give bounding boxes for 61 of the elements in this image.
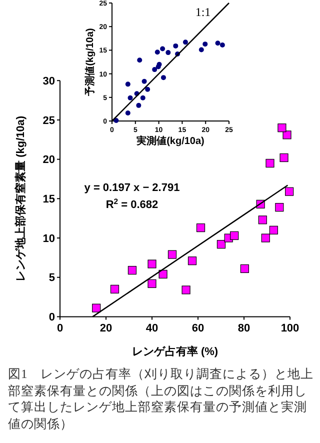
point — [142, 78, 147, 84]
point — [230, 231, 239, 240]
point — [154, 50, 160, 55]
point — [173, 43, 178, 48]
point — [137, 58, 142, 63]
annotation: 1:1 — [195, 5, 211, 19]
point — [182, 40, 188, 45]
point — [128, 266, 137, 275]
y-tick-label: 10 — [42, 232, 55, 245]
y-axis-title: 予測値(kg/10a) — [84, 28, 96, 97]
point — [110, 284, 120, 294]
y-tick-label: 15 — [42, 194, 55, 206]
point — [269, 226, 278, 234]
point — [261, 234, 270, 242]
point — [266, 158, 274, 168]
x-tick-label: 100 — [280, 322, 300, 335]
point — [158, 270, 168, 278]
point — [148, 260, 156, 268]
point — [278, 124, 286, 132]
point — [128, 95, 133, 100]
y-axis-title: レンゲ地上部保有窒素量 (kg/10a) — [14, 116, 27, 282]
point — [215, 40, 220, 46]
y-tick-label: 5 — [48, 272, 55, 284]
point — [282, 130, 292, 140]
point — [148, 279, 156, 288]
point — [258, 216, 267, 224]
annotation: y = 0.197 x − 2.791 — [84, 182, 180, 194]
point — [198, 47, 204, 52]
point — [125, 82, 130, 87]
annotation: R$^{2}$ = 0.682 — [106, 196, 158, 211]
point — [188, 256, 197, 266]
point — [216, 240, 226, 249]
point — [168, 250, 177, 259]
point — [145, 86, 150, 92]
point — [156, 62, 162, 67]
x-tick-label: 60 — [192, 322, 204, 335]
point — [182, 286, 190, 294]
point — [196, 223, 206, 232]
point — [136, 102, 142, 108]
point — [240, 264, 249, 273]
y-tick-label: 30 — [42, 75, 55, 88]
point — [152, 67, 158, 72]
point — [275, 203, 284, 212]
point — [160, 75, 166, 80]
point — [220, 42, 225, 48]
point — [160, 46, 166, 52]
point — [92, 304, 101, 312]
y-tick-label: 20 — [42, 154, 55, 166]
point — [125, 110, 130, 116]
point — [140, 95, 146, 100]
x-tick-label: 0 — [56, 322, 64, 335]
point — [280, 153, 288, 162]
x-tick-label: 80 — [238, 322, 250, 335]
point — [285, 187, 294, 196]
x-axis-title: レンゲ占有率 (%) — [132, 345, 218, 358]
caption: 図1 レンゲの占有率（刈り取り調査による）と地上部窒素保有量との関係（上の図はこの関係を利用して算出したレンゲ地上部窒素保有量の予測値と実測値の関係） — [8, 366, 314, 432]
point — [202, 42, 208, 47]
x-axis-title: 実測値(kg/10a) — [136, 135, 204, 147]
x-tick-label: 40 — [146, 322, 158, 335]
point — [166, 50, 171, 56]
y-tick-label: 0 — [48, 312, 55, 324]
